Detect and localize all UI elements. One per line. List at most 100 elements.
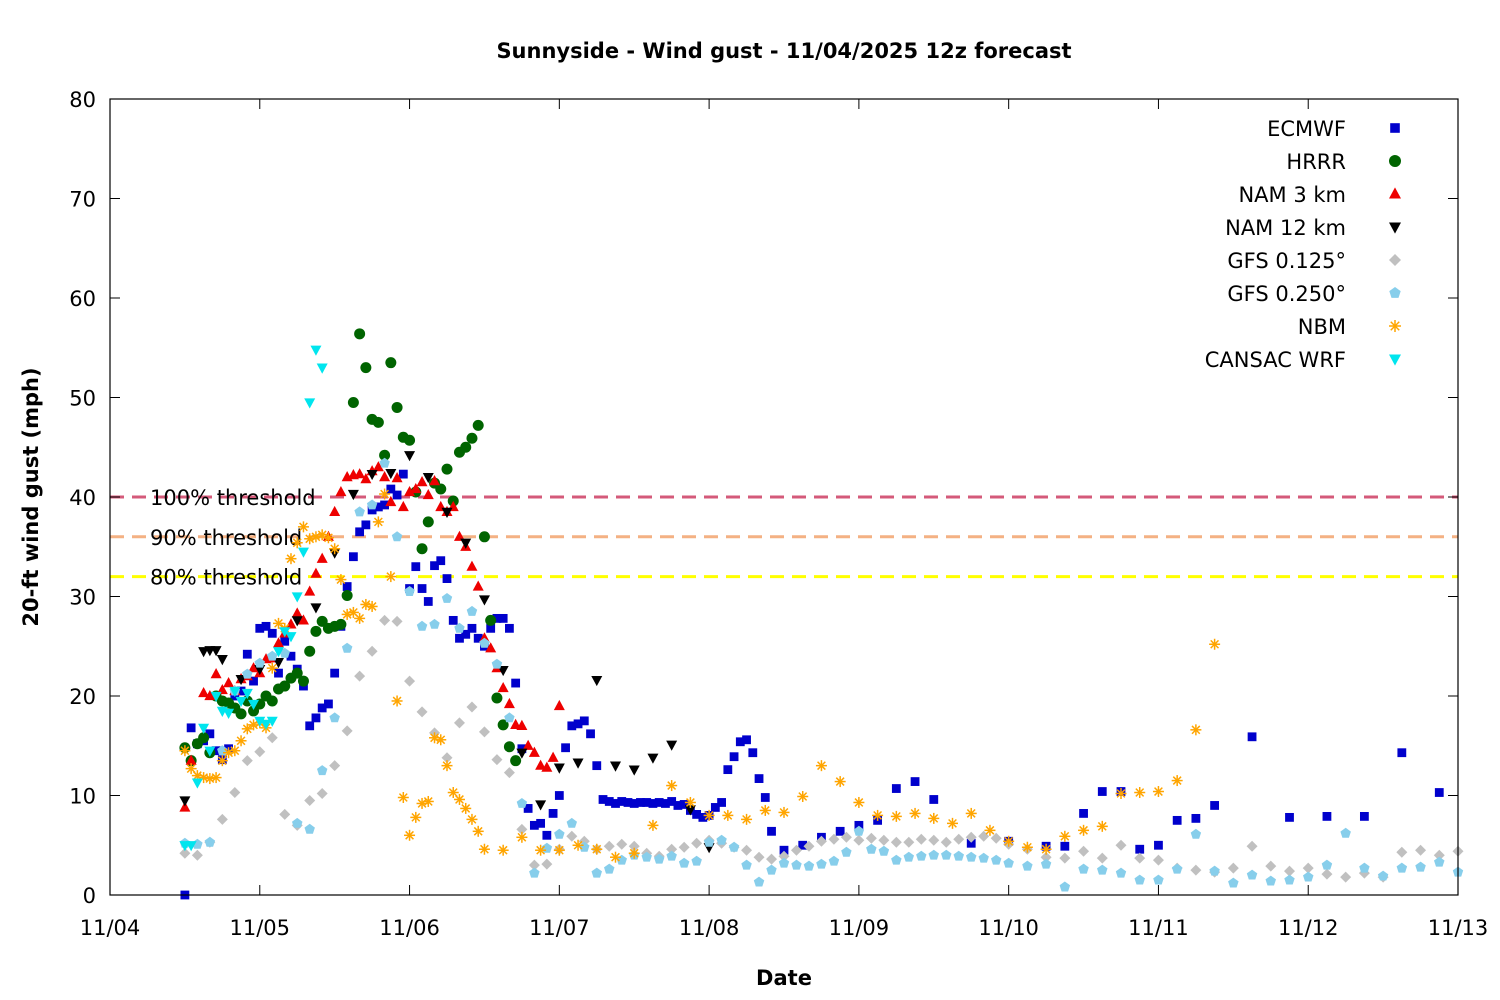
point-diamond [666,843,678,855]
threshold-label: 90% threshold [150,526,302,550]
point-circle [391,401,403,413]
legend-label: ECMWF [1267,117,1346,141]
point-triangle [591,675,603,687]
point-triangle [297,614,309,625]
point-diamond [491,754,503,766]
point-triangle [404,451,416,462]
point-triangle [335,485,347,497]
point-triangle [572,758,584,769]
point-circle [266,695,278,707]
point-star [1115,788,1127,800]
point-triangle [522,739,534,750]
point-star [466,813,478,825]
point-pentagon [791,859,802,870]
point-square [361,520,371,530]
point-diamond [790,844,802,856]
point-star [447,787,459,799]
point-star [591,843,603,855]
point-pentagon [466,605,478,616]
point-square [692,810,702,819]
threshold-label: 100% threshold [150,486,316,510]
point-triangle [410,482,422,494]
point-circle [491,692,503,704]
point-star [497,844,509,856]
point-circle [335,618,347,630]
point-diamond [404,675,416,687]
point-triangle [210,668,222,679]
point-pentagon [1340,827,1351,838]
threshold-label: 80% threshold [150,566,302,590]
point-square [910,777,920,786]
point-circle [354,328,366,340]
point-diamond [691,837,703,849]
y-tick-label: 60 [69,287,96,311]
point-star-stroke [910,808,920,818]
point-diamond [503,767,515,779]
point-square [255,623,265,633]
point-star [235,735,247,747]
point-star-stroke [798,792,808,801]
y-tick-label: 50 [69,387,96,411]
point-triangle [210,691,222,703]
point-pentagon [254,657,265,668]
point-diamond [329,760,341,772]
point-pentagon [1153,874,1164,885]
point-star-stroke [180,746,190,756]
point-star [572,839,584,851]
point-pentagon [491,658,503,669]
point-triangle [310,345,322,356]
point-pentagon [529,867,540,878]
point-square [642,798,652,807]
point-diamond [304,794,316,806]
point-star-stroke [1135,788,1145,797]
point-triangle [291,616,303,627]
point-diamond [1389,254,1401,266]
point-diamond [1115,839,1127,851]
y-tick-label: 80 [69,88,96,112]
point-pentagon [1078,863,1089,874]
point-star-stroke [267,663,277,673]
point-triangle [528,746,540,757]
point-diamond [903,836,915,848]
point-star [815,760,827,772]
point-diamond [878,834,890,846]
point-triangle [235,696,247,708]
point-triangle [422,488,434,500]
point-star [1040,843,1052,855]
point-pentagon [1321,859,1333,870]
point-star-stroke [891,811,901,821]
point-star [335,574,347,586]
point-star [703,809,715,821]
point-triangle [1389,222,1401,234]
point-pentagon [928,849,939,860]
point-star-stroke [517,832,527,842]
point-star-stroke [835,777,845,786]
point-pentagon [317,765,328,776]
point-square [567,721,577,731]
point-pentagon [741,859,752,870]
point-pentagon [1246,869,1258,880]
point-triangle [628,765,640,776]
point-triangle [516,719,528,730]
point-square [1135,844,1145,854]
y-tick-label: 10 [69,785,96,809]
point-diamond [890,836,902,848]
point-circle [466,432,478,444]
point-pentagon [479,637,490,648]
point-pentagon [703,836,715,847]
point-pentagon [728,841,740,852]
point-diamond [603,840,615,852]
point-star-stroke [423,797,433,806]
y-tick-label: 20 [69,685,96,709]
point-triangle [379,471,391,482]
point-pentagon [366,499,378,510]
point-triangle [460,538,472,549]
point-triangle [497,681,509,693]
point-diamond [254,746,266,758]
x-tick-label: 11/12 [1278,916,1339,940]
point-triangle [1389,187,1401,199]
point-star-stroke [817,761,826,771]
point-triangle [210,646,222,657]
point-diamond [1284,865,1295,877]
point-star-stroke [242,724,252,734]
